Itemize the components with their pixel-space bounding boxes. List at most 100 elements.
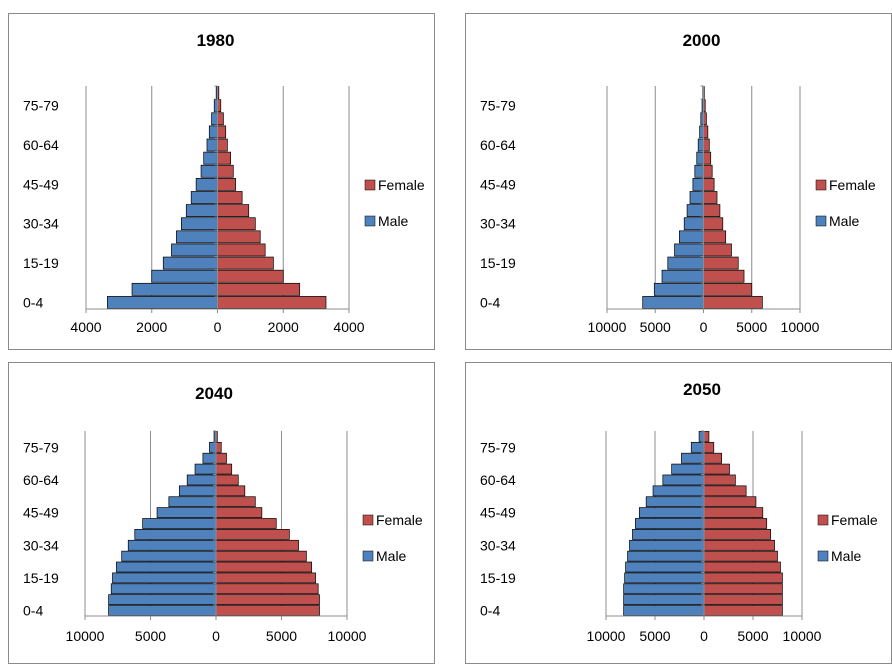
y-tick-label: 60-64 [480, 472, 516, 488]
male-bar [202, 452, 217, 464]
female-bar [215, 529, 290, 540]
male-bar [208, 125, 218, 139]
x-tick-label: 5000 [640, 319, 671, 335]
female-bar [215, 485, 246, 497]
male-bar [689, 191, 704, 204]
female-bar [215, 474, 239, 486]
female-bar [703, 282, 753, 296]
y-tick-label: 60-64 [23, 137, 59, 153]
male-bar [116, 561, 217, 573]
chart-panel-2040: 10000 5000 0 5000 10000 0-4 15-19 30-34 45-49 60-… [8, 362, 435, 664]
male-bar [168, 496, 217, 508]
female-bar [217, 112, 224, 126]
female-bar [703, 243, 732, 257]
female-bar [703, 204, 721, 218]
legend-label-male: Male [829, 213, 860, 229]
male-bar [638, 507, 705, 518]
legend-swatch-female [362, 514, 374, 526]
male-bar [692, 177, 704, 191]
male-bar [131, 282, 218, 296]
chart-panel-2050: 10000 5000 0 5000 10000 0-4 15-19 30-34 45-49 60-… [465, 362, 892, 664]
legend-label-male: Male [376, 548, 407, 564]
female-bar [215, 605, 320, 616]
y-tick-label: 75-79 [480, 439, 516, 455]
female-bar [703, 452, 722, 464]
female-bar [217, 269, 284, 283]
male-bar [194, 463, 217, 475]
female-bar [703, 572, 783, 584]
male-bar [127, 539, 217, 551]
x-tick-label: 0 [700, 319, 708, 335]
male-bar [108, 605, 217, 616]
x-tick-label: 4000 [70, 319, 101, 335]
x-tick-label: 5000 [737, 628, 768, 644]
female-bar [703, 474, 736, 486]
legend-swatch-male [362, 550, 374, 562]
female-bar [703, 230, 727, 244]
y-tick-label: 30-34 [23, 537, 59, 553]
male-bar [190, 191, 218, 204]
female-bar [703, 191, 718, 204]
y-tick-label: 0-4 [480, 603, 500, 619]
female-bar [703, 256, 739, 270]
legend-label-male: Male [378, 213, 409, 229]
male-bar [686, 204, 704, 218]
female-bar [703, 496, 757, 508]
female-bar [703, 151, 712, 165]
male-bar [694, 164, 704, 178]
legend-label-female: Female [378, 177, 425, 193]
female-bar [217, 296, 327, 309]
y-tick-label: 75-79 [23, 439, 59, 455]
male-bar [142, 518, 217, 529]
male-bar [209, 441, 217, 453]
male-bar [200, 164, 218, 178]
male-bar [121, 550, 217, 562]
chart-title: 1980 [197, 31, 235, 50]
x-tick-label: 2000 [268, 319, 299, 335]
male-bar [662, 474, 705, 486]
female-bar [703, 539, 775, 551]
y-tick-label: 15-19 [480, 570, 516, 586]
male-bar [667, 256, 704, 270]
male-bar [624, 572, 705, 584]
chart-title: 2040 [195, 384, 233, 403]
male-bar [652, 485, 705, 497]
x-tick-label: 5000 [736, 319, 767, 335]
male-bar [629, 539, 705, 551]
y-tick-label: 45-49 [480, 176, 516, 192]
y-tick-label: 60-64 [480, 137, 516, 153]
female-bar [215, 507, 263, 518]
female-bar [215, 572, 316, 584]
male-bar [203, 151, 218, 165]
female-bar [215, 594, 320, 606]
female-bar [217, 256, 274, 270]
female-bar [217, 217, 256, 231]
female-bar [215, 539, 299, 551]
female-bar [703, 518, 768, 529]
y-tick-label: 45-49 [23, 505, 59, 521]
y-tick-label: 30-34 [480, 537, 516, 553]
chart-title: 2050 [683, 380, 721, 399]
male-bar [683, 217, 704, 231]
male-bar [107, 296, 218, 309]
y-tick-label: 0-4 [23, 294, 43, 310]
male-bar [653, 282, 704, 296]
legend-swatch-male [817, 550, 829, 562]
x-tick-label: 10000 [783, 628, 822, 644]
female-bar [703, 431, 710, 442]
x-tick-label: 5000 [639, 628, 670, 644]
chart-svg-1980: 4000 2000 0 2000 4000 0-4 15-19 30-34 45-49 60-64… [23, 31, 425, 335]
y-tick-label: 45-49 [23, 176, 59, 192]
female-bar [703, 177, 715, 191]
y-tick-label: 45-49 [480, 505, 516, 521]
x-tick-label: 10000 [781, 319, 820, 335]
female-bar [703, 463, 730, 475]
female-bar [215, 463, 233, 475]
male-bar [151, 269, 218, 283]
female-bar [217, 164, 234, 178]
female-bar [703, 605, 783, 616]
y-tick-label: 0-4 [480, 294, 500, 310]
legend-label-female: Female [829, 177, 876, 193]
female-bar [215, 496, 256, 508]
chart-panel-1980: 4000 2000 0 2000 4000 0-4 15-19 30-34 45-49 60-64… [8, 13, 435, 350]
